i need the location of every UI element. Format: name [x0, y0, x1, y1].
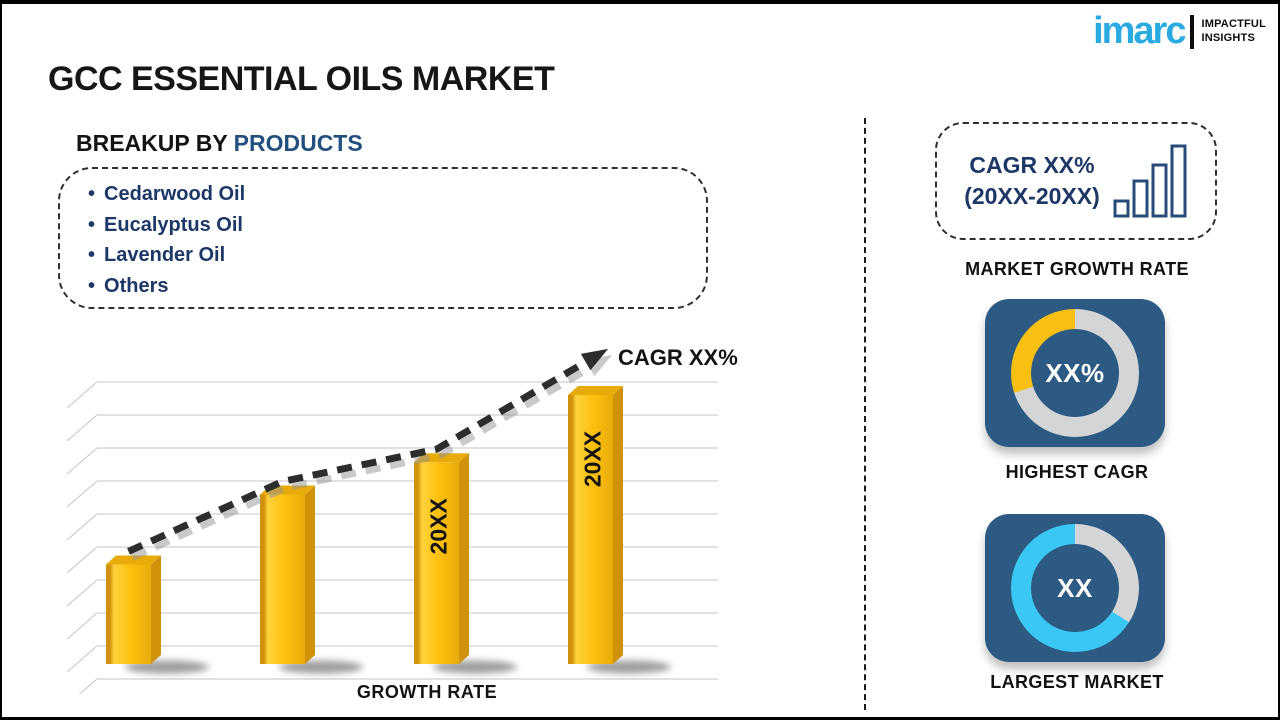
trend-arrow-shadow	[131, 354, 613, 561]
bar-year-label: 20XX	[580, 430, 606, 487]
largest-market-value: XX	[1057, 572, 1093, 603]
logo-tagline: IMPACTFUL INSIGHTS	[1201, 16, 1266, 46]
breakup-heading-highlight: PRODUCTS	[233, 130, 363, 156]
section-divider	[864, 118, 866, 710]
market-growth-rate-label: MARKET GROWTH RATE	[965, 259, 1189, 279]
bar	[106, 555, 161, 664]
product-item-label: Cedarwood Oil	[104, 183, 246, 205]
cagr-summary-box: CAGR XX% (20XX-20XX)	[935, 122, 1217, 240]
bullet-icon: •	[88, 183, 96, 205]
bar: 20XX	[568, 386, 623, 664]
logo-divider-bar	[1190, 15, 1195, 49]
growth-rate-chart: 20XX 20XX	[60, 344, 730, 706]
cagr-summary-line1: CAGR XX%	[969, 152, 1095, 178]
chart-x-axis-label: GROWTH RATE	[356, 682, 498, 702]
product-item-label: Eucalyptus Oil	[104, 213, 243, 236]
bar-chart-svg: 20XX 20XX	[66, 348, 718, 706]
cagr-summary-line2: (20XX-20XX)	[964, 183, 1100, 209]
logo-tagline-line1: IMPACTFUL	[1201, 18, 1266, 31]
cagr-summary-text: CAGR XX% (20XX-20XX)	[964, 150, 1100, 212]
products-list-box: • Cedarwood Oil • Eucalyptus Oil • Lavender O…	[58, 167, 708, 309]
chart-trend-label: CAGR XX%	[618, 345, 738, 370]
largest-market-label: LARGEST MARKET	[990, 672, 1164, 692]
product-item: • Others	[88, 271, 706, 302]
product-item: • Eucalyptus Oil	[88, 210, 706, 241]
bullet-icon: •	[88, 274, 96, 297]
largest-market-donut: XX	[1011, 524, 1139, 652]
product-item-label: Lavender Oil	[104, 244, 226, 266]
page-title: GCC ESSENTIAL OILS MARKET	[48, 60, 555, 98]
product-item-label: Others	[104, 274, 169, 297]
breakup-heading: BREAKUP BY PRODUCTS	[76, 130, 363, 157]
product-item: • Lavender Oil	[88, 240, 706, 271]
bar-year-label: 20XX	[426, 497, 452, 554]
bullet-icon: •	[88, 213, 96, 236]
highest-cagr-donut: XX%	[1011, 309, 1139, 437]
product-item: • Cedarwood Oil	[88, 179, 706, 210]
highest-cagr-label: HIGHEST CAGR	[1005, 462, 1149, 482]
products-list: • Cedarwood Oil • Eucalyptus Oil • Lavender O…	[88, 179, 706, 301]
breakup-heading-prefix: BREAKUP BY	[76, 130, 228, 156]
trend-arrow	[127, 348, 609, 555]
largest-market-tile: XX	[985, 514, 1165, 662]
bullet-icon: •	[88, 244, 96, 266]
growth-bars-icon	[1113, 144, 1187, 218]
highest-cagr-value: XX%	[1045, 357, 1105, 388]
highest-cagr-tile: XX%	[985, 299, 1165, 447]
imarc-wordmark: imarc	[1093, 10, 1186, 52]
imarc-logo: imarc IMPACTFUL INSIGHTS	[1093, 12, 1266, 50]
logo-tagline-line2: INSIGHTS	[1201, 32, 1256, 44]
bar	[260, 485, 315, 664]
bar: 20XX	[414, 453, 469, 664]
